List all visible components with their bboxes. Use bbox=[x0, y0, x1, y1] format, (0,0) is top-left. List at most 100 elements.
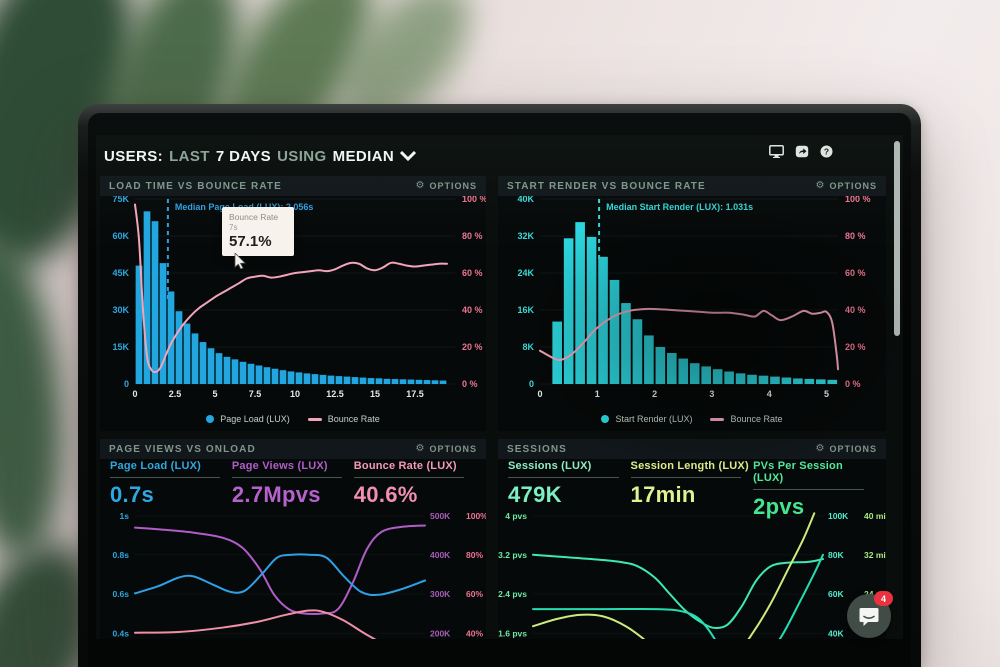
svg-text:5: 5 bbox=[824, 389, 829, 399]
options-button[interactable]: ⚙ OPTIONS bbox=[815, 443, 877, 455]
svg-text:100 %: 100 % bbox=[845, 196, 871, 204]
legend-item[interactable]: Bounce Rate bbox=[710, 414, 783, 424]
laptop: USERS: LAST 7 DAYS USING MEDIAN ? LOA bbox=[78, 104, 921, 667]
share-icon[interactable] bbox=[795, 145, 809, 158]
header-segment: USING bbox=[277, 147, 327, 165]
legend-dot-swatch bbox=[206, 415, 215, 423]
svg-text:80%: 80% bbox=[466, 550, 483, 560]
svg-text:20 %: 20 % bbox=[462, 342, 483, 352]
svg-text:2.4 pvs: 2.4 pvs bbox=[498, 589, 527, 599]
svg-text:75K: 75K bbox=[112, 196, 129, 204]
svg-text:2: 2 bbox=[652, 389, 657, 399]
svg-text:100 %: 100 % bbox=[462, 196, 486, 204]
svg-text:40 %: 40 % bbox=[462, 305, 483, 315]
metric-divider bbox=[753, 489, 864, 490]
tooltip-value: 57.1% bbox=[229, 233, 272, 250]
svg-text:80 %: 80 % bbox=[845, 231, 866, 241]
svg-text:1.6 pvs: 1.6 pvs bbox=[498, 628, 527, 638]
svg-text:40%: 40% bbox=[466, 628, 483, 638]
svg-text:5: 5 bbox=[212, 389, 217, 399]
legend-line-swatch bbox=[710, 417, 725, 421]
legend-item[interactable]: Page Load (LUX) bbox=[206, 414, 290, 424]
scrollbar[interactable] bbox=[894, 141, 900, 336]
chat-widget-button[interactable]: 4 bbox=[847, 591, 893, 638]
svg-text:?: ? bbox=[824, 146, 829, 156]
svg-text:16K: 16K bbox=[517, 305, 534, 315]
legend-label: Page Load (LUX) bbox=[220, 414, 290, 424]
metric-value: 0.7s bbox=[110, 482, 155, 507]
laptop-screen: USERS: LAST 7 DAYS USING MEDIAN ? LOA bbox=[88, 113, 911, 667]
svg-text:24K: 24K bbox=[517, 268, 534, 278]
panel-sessions: SESSIONS ⚙ OPTIONS Sessions (LUX) 479K bbox=[498, 439, 886, 639]
options-label: OPTIONS bbox=[429, 444, 477, 454]
svg-text:0 %: 0 % bbox=[462, 379, 478, 389]
options-button[interactable]: ⚙ OPTIONS bbox=[816, 181, 877, 192]
svg-text:7.5: 7.5 bbox=[249, 389, 262, 399]
svg-text:17.5: 17.5 bbox=[406, 389, 424, 399]
panel-titlebar: LOAD TIME VS BOUNCE RATE ⚙ OPTIONS bbox=[100, 176, 486, 196]
legend-line-swatch bbox=[307, 417, 322, 421]
metric-divider bbox=[508, 477, 619, 478]
gear-icon: ⚙ bbox=[815, 443, 826, 454]
chart-legend: Start Render (LUX) Bounce Rate bbox=[498, 414, 886, 424]
metric-sessions: Sessions (LUX) 479K bbox=[508, 460, 631, 520]
load-time-chart[interactable]: 0 15K 30K 45K 60K 75K 0 % 20 % 40 % 60 % 80 % 100 %… bbox=[100, 194, 486, 407]
page-views-onload-chart[interactable]: 1s 0.8s 0.6s 0.4s 500K 100% 400K 80% 300K 60% 200K… bbox=[100, 502, 486, 639]
svg-text:20 %: 20 % bbox=[845, 342, 866, 352]
help-icon[interactable]: ? bbox=[820, 145, 833, 158]
svg-text:80 %: 80 % bbox=[462, 231, 483, 241]
panel-title: SESSIONS bbox=[507, 443, 567, 455]
svg-text:40K: 40K bbox=[517, 196, 534, 204]
panel-titlebar: PAGE VIEWS VS ONLOAD ⚙ OPTIONS bbox=[100, 439, 486, 459]
metric-label: Page Views (LUX) bbox=[231, 460, 328, 472]
metric-value: 479K bbox=[508, 482, 562, 507]
metric-page-load: Page Load (LUX) 0.7s bbox=[110, 460, 232, 508]
svg-text:100K: 100K bbox=[828, 511, 849, 521]
start-render-chart[interactable]: 0 8K 16K 24K 32K 40K 0 % 20 % 40 % 60 % 80 % 100 % 0… bbox=[498, 194, 886, 407]
dashboard-app: USERS: LAST 7 DAYS USING MEDIAN ? LOA bbox=[96, 135, 903, 639]
legend-dot-swatch bbox=[601, 415, 610, 423]
metric-session-length: Session Length (LUX) 17min bbox=[630, 460, 754, 520]
legend-item[interactable]: Start Render (LUX) bbox=[601, 414, 692, 424]
header-segment: MEDIAN bbox=[332, 147, 395, 165]
options-label: OPTIONS bbox=[429, 181, 477, 191]
metric-value: 17min bbox=[630, 482, 696, 507]
svg-text:3: 3 bbox=[709, 389, 714, 399]
sessions-chart[interactable]: 4 pvs 3.2 pvs 2.4 pvs 1.6 pvs 100K 40 min 80K 3… bbox=[498, 502, 886, 639]
svg-text:10: 10 bbox=[290, 389, 300, 399]
metric-value: 2pvs bbox=[753, 494, 805, 519]
panel-start-render-vs-bounce-rate: START RENDER VS BOUNCE RATE ⚙ OPTIONS 0 8… bbox=[498, 176, 886, 431]
svg-text:1: 1 bbox=[595, 389, 600, 399]
users-period-dropdown[interactable]: USERS: LAST 7 DAYS USING MEDIAN bbox=[104, 141, 417, 171]
tooltip-x-value: 7s bbox=[229, 223, 238, 232]
svg-text:80K: 80K bbox=[828, 550, 844, 560]
svg-text:0: 0 bbox=[537, 389, 542, 399]
legend-item[interactable]: Bounce Rate bbox=[307, 414, 380, 424]
svg-text:3.2 pvs: 3.2 pvs bbox=[498, 550, 527, 560]
svg-text:200K: 200K bbox=[430, 628, 451, 638]
chat-bubble-icon bbox=[859, 607, 879, 626]
svg-text:40 %: 40 % bbox=[845, 305, 866, 315]
options-label: OPTIONS bbox=[829, 181, 877, 191]
svg-text:40K: 40K bbox=[828, 628, 844, 638]
metric-value: 2.7Mpvs bbox=[231, 482, 321, 507]
svg-text:60K: 60K bbox=[112, 231, 129, 241]
legend-label: Start Render (LUX) bbox=[615, 414, 693, 424]
svg-text:30K: 30K bbox=[112, 305, 129, 315]
svg-text:45K: 45K bbox=[112, 268, 129, 278]
metric-bounce-rate: Bounce Rate (LUX) 40.6% bbox=[353, 460, 476, 508]
svg-text:0.8s: 0.8s bbox=[112, 550, 129, 560]
metric-value: 40.6% bbox=[353, 482, 418, 507]
display-icon[interactable] bbox=[769, 145, 784, 158]
svg-text:0.6s: 0.6s bbox=[112, 589, 129, 599]
metric-divider bbox=[630, 477, 742, 478]
svg-text:0 %: 0 % bbox=[845, 379, 861, 389]
options-button[interactable]: ⚙ OPTIONS bbox=[416, 444, 477, 455]
options-button[interactable]: ⚙ OPTIONS bbox=[416, 181, 477, 192]
chevron-down-icon bbox=[400, 151, 417, 161]
svg-text:100%: 100% bbox=[466, 511, 486, 521]
metric-label: Bounce Rate (LUX) bbox=[353, 460, 457, 472]
metric-label: Sessions (LUX) bbox=[508, 460, 592, 472]
panel-title: PAGE VIEWS VS ONLOAD bbox=[109, 443, 256, 455]
